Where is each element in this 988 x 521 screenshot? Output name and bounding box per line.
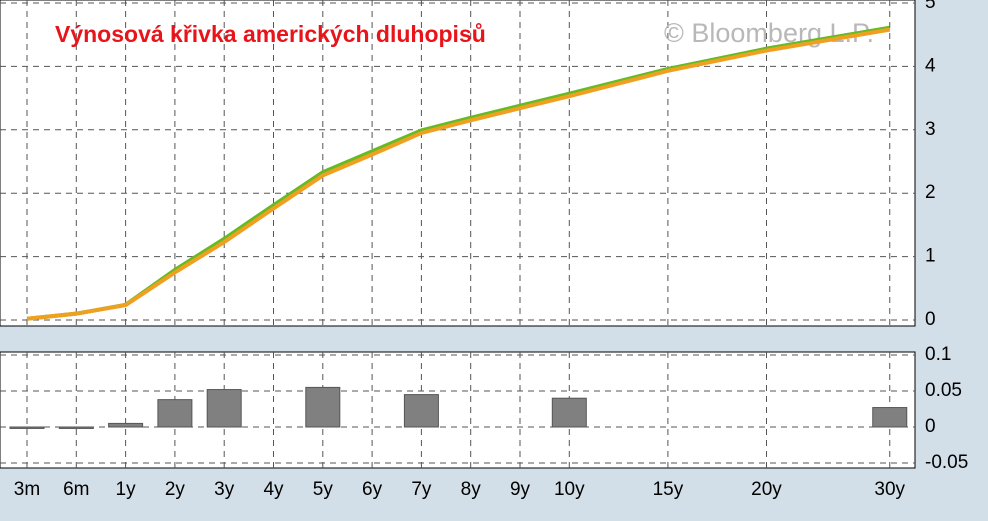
grid <box>0 0 915 468</box>
watermark: © Bloomberg L.P. <box>664 18 874 48</box>
y-tick-label: 3 <box>925 119 936 140</box>
bottom-panel <box>0 351 916 469</box>
bar <box>551 397 587 428</box>
x-tick-label: 30y <box>874 479 905 500</box>
x-tick-label: 15y <box>653 479 684 500</box>
x-tick-label: 2y <box>165 479 186 500</box>
x-tick-label: 3m <box>14 479 40 500</box>
x-tick-label: 3y <box>214 479 235 500</box>
y-tick-label: 4 <box>925 55 936 76</box>
bar <box>305 386 341 428</box>
bar <box>157 399 193 428</box>
x-tick-label: 6y <box>362 479 383 500</box>
x-tick-label: 5y <box>313 479 334 500</box>
y-tick-label: 0.05 <box>925 380 962 401</box>
x-tick-label: 4y <box>263 479 284 500</box>
y-tick-label: -0.05 <box>925 452 968 473</box>
y-tick-label: 0 <box>925 309 936 330</box>
x-tick-label: 7y <box>411 479 432 500</box>
bar <box>58 426 94 429</box>
y-tick-label: 0 <box>925 416 936 437</box>
top-panel <box>0 0 916 327</box>
x-tick-label: 9y <box>510 479 531 500</box>
bar <box>872 407 908 428</box>
x-tick-label: 6m <box>63 479 89 500</box>
bar <box>108 422 144 428</box>
line-series <box>26 27 891 321</box>
y-tick-label: 5 <box>925 0 936 13</box>
y-tick-label: 1 <box>925 246 936 267</box>
y-tick-label: 0.1 <box>925 344 951 365</box>
bar <box>403 394 439 428</box>
bar <box>206 389 242 428</box>
y-tick-label: 2 <box>925 182 936 203</box>
x-tick-label: 10y <box>554 479 585 500</box>
x-tick-label: 20y <box>751 479 782 500</box>
bar <box>9 426 45 429</box>
x-tick-label: 1y <box>116 479 137 500</box>
chart-title: Výnosová křivka amerických dluhopisů <box>55 21 486 47</box>
x-tick-label: 8y <box>461 479 482 500</box>
